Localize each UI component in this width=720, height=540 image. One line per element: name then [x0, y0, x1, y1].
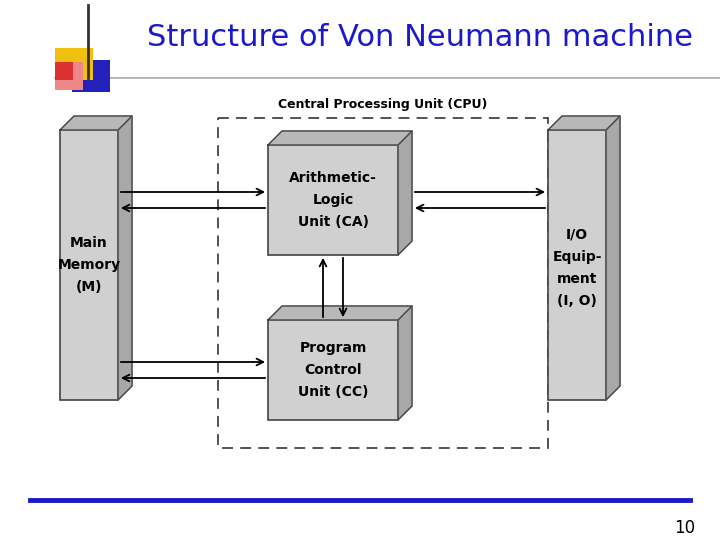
Bar — [268, 145, 398, 255]
Text: Control: Control — [305, 363, 361, 377]
Bar — [268, 320, 398, 420]
Text: Program: Program — [300, 341, 366, 355]
Polygon shape — [60, 116, 132, 130]
Bar — [55, 62, 73, 80]
Polygon shape — [268, 306, 412, 320]
Text: Equip-: Equip- — [552, 250, 602, 264]
Bar — [218, 118, 548, 448]
Text: I/O: I/O — [566, 228, 588, 242]
Text: ment: ment — [557, 272, 597, 286]
Text: Unit (CA): Unit (CA) — [297, 215, 369, 229]
Text: Main: Main — [70, 236, 108, 250]
Text: Structure of Von Neumann machine: Structure of Von Neumann machine — [147, 24, 693, 52]
Bar — [72, 60, 110, 92]
Bar — [60, 130, 118, 400]
Bar — [548, 130, 606, 400]
Text: Unit (CC): Unit (CC) — [298, 385, 368, 399]
Polygon shape — [548, 116, 620, 130]
Text: (I, O): (I, O) — [557, 294, 597, 308]
Text: 10: 10 — [674, 519, 695, 537]
Polygon shape — [398, 131, 412, 255]
Text: Memory: Memory — [58, 258, 120, 272]
Text: (M): (M) — [76, 280, 102, 294]
Polygon shape — [606, 116, 620, 400]
Text: Logic: Logic — [312, 193, 354, 207]
Polygon shape — [268, 131, 412, 145]
Polygon shape — [118, 116, 132, 400]
Text: Arithmetic-: Arithmetic- — [289, 171, 377, 185]
Polygon shape — [398, 306, 412, 420]
Text: Central Processing Unit (CPU): Central Processing Unit (CPU) — [279, 98, 487, 111]
Bar — [55, 48, 93, 80]
Bar — [55, 62, 83, 90]
